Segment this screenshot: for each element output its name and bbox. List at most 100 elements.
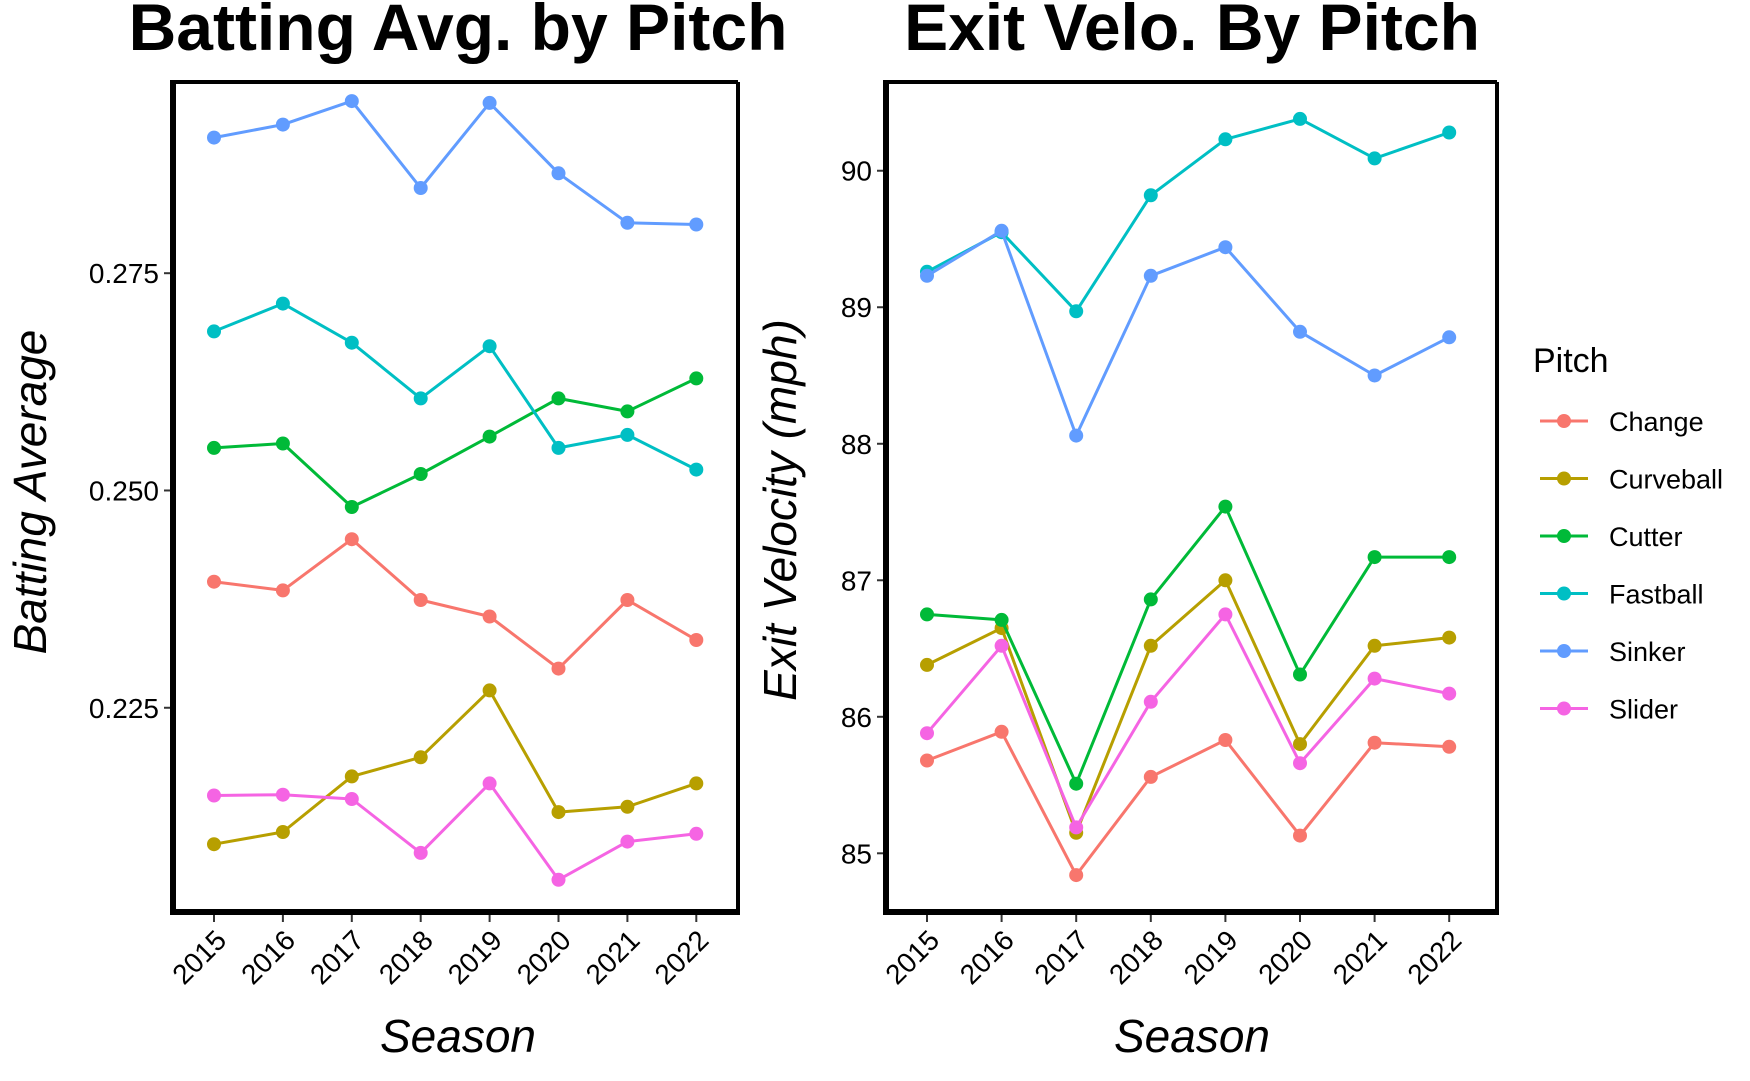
- legend-label: Curveball: [1609, 465, 1723, 495]
- batting-average-point-slider: [620, 834, 635, 849]
- exit-velocity-point-slider: [1143, 694, 1158, 709]
- exit-velocity-point-cutter: [1367, 550, 1382, 565]
- exit-velocity-point-sinker: [1143, 268, 1158, 283]
- batting-average-x-tick-label: 2020: [511, 924, 577, 990]
- exit-velocity-point-change: [1218, 733, 1233, 747]
- batting-average-point-curveball: [413, 750, 428, 765]
- batting-average-y-axis-title: Batting Average: [4, 330, 56, 655]
- exit-velocity-point-cutter: [1069, 776, 1084, 791]
- batting-average-x-axis-title: Season: [380, 1010, 536, 1062]
- exit-velocity-point-sinker: [1293, 324, 1307, 339]
- batting-average-line-sinker: [213, 99, 697, 226]
- batting-average-series-sinker: [207, 94, 704, 232]
- exit-velocity-line-cutter: [926, 505, 1450, 786]
- exit-velocity-line-slider: [925, 612, 1450, 829]
- legend-key-point: [1557, 586, 1571, 601]
- batting-average-point-fastball: [344, 335, 359, 350]
- exit-velocity-y-tick-label: 85: [841, 838, 872, 869]
- batting-average-point-sinker: [344, 94, 359, 109]
- exit-velocity-x-tick-label: 2018: [1103, 924, 1169, 990]
- exit-velocity-chart-title: Exit Velo. By Pitch: [904, 0, 1480, 64]
- batting-average-line-change: [213, 537, 698, 671]
- exit-velocity-x-tick-label: 2020: [1252, 924, 1318, 990]
- legend-items: Change Curveball Cutter Fastball Sinker Slide…: [1540, 407, 1723, 725]
- exit-velocity-point-sinker: [1442, 330, 1457, 345]
- batting-average-point-cutter: [620, 404, 635, 419]
- batting-average-line-slider: [213, 781, 697, 882]
- batting-average-point-curveball: [551, 805, 566, 820]
- batting-average-point-cutter: [482, 429, 497, 444]
- batting-average-x-tick-label: 2016: [235, 924, 301, 990]
- exit-velocity-point-curveball: [1218, 573, 1233, 588]
- batting-average-series-cutter: [207, 371, 704, 514]
- legend-key-point: [1557, 471, 1571, 486]
- exit-velocity-x-tick-label: 2016: [954, 924, 1020, 990]
- exit-velocity-point-cutter: [994, 612, 1009, 627]
- legend-item-sinker: Sinker: [1540, 637, 1686, 667]
- batting-average-series-slider: [207, 776, 704, 887]
- exit-velocity-point-slider: [1218, 607, 1233, 622]
- batting-average-point-sinker: [689, 217, 704, 232]
- exit-velocity-x-tick-label: 2017: [1028, 924, 1094, 990]
- exit-velocity-point-change: [1143, 769, 1158, 784]
- batting-average-x-tick-label: 2015: [166, 924, 232, 990]
- exit-velocity-x-tick-label: 2015: [879, 924, 945, 990]
- exit-velocity-line-change: [926, 730, 1450, 877]
- batting-average-point-curveball: [482, 683, 497, 698]
- batting-average-line-cutter: [213, 377, 697, 509]
- batting-average-point-curveball: [620, 799, 635, 814]
- batting-average-point-cutter: [413, 467, 428, 481]
- batting-average-y-tick-label: 0.250: [89, 475, 159, 506]
- exit-velocity-point-slider: [1069, 820, 1084, 835]
- batting-average-point-fastball: [275, 296, 290, 311]
- exit-velocity-point-curveball: [1293, 737, 1307, 752]
- exit-velocity-point-cutter: [1293, 667, 1307, 682]
- batting-average-series-fastball: [207, 296, 704, 477]
- batting-average-point-change: [689, 633, 704, 647]
- exit-velocity-point-curveball: [1143, 638, 1158, 653]
- batting-average-point-cutter: [207, 440, 221, 455]
- exit-velocity-x-tick-label: 2022: [1401, 924, 1467, 990]
- batting-average-x-tick-label: 2022: [649, 924, 715, 990]
- batting-average-x-tick-label: 2018: [373, 924, 439, 990]
- exit-velocity-series: [920, 111, 1457, 883]
- exit-velocity-point-slider: [920, 726, 934, 741]
- exit-velocity-point-fastball: [1069, 304, 1084, 319]
- exit-velocity-series-slider: [920, 607, 1457, 835]
- exit-velocity-chart: Exit Velo. By Pitch Exit Velocity (mph) …: [754, 0, 1499, 1062]
- batting-average-point-fastball: [482, 339, 497, 354]
- exit-velocity-point-slider: [1293, 756, 1307, 771]
- exit-velocity-y-tick-label: 90: [841, 156, 872, 187]
- batting-average-point-change: [413, 593, 428, 607]
- batting-average-point-slider: [689, 826, 704, 841]
- batting-average-point-slider: [551, 872, 566, 887]
- exit-velocity-series-fastball: [920, 111, 1457, 319]
- batting-average-point-sinker: [551, 166, 566, 181]
- batting-average-point-curveball: [344, 769, 359, 784]
- exit-velocity-point-slider: [1367, 671, 1382, 686]
- legend-key-point: [1557, 701, 1571, 716]
- exit-velocity-point-change: [1442, 739, 1457, 754]
- batting-average-point-sinker: [207, 130, 221, 145]
- legend-key-point: [1557, 414, 1571, 428]
- batting-average-series-change: [207, 532, 704, 676]
- batting-average-point-change: [207, 574, 221, 589]
- exit-velocity-y-axis-title: Exit Velocity (mph): [754, 319, 806, 701]
- batting-average-point-slider: [482, 776, 497, 791]
- batting-average-x-tick-label: 2017: [304, 924, 370, 990]
- batting-average-series-curveball: [207, 683, 704, 852]
- batting-average-y-tick-label: 0.275: [89, 258, 159, 289]
- exit-velocity-point-sinker: [1367, 368, 1382, 383]
- exit-velocity-y-tick-label: 86: [841, 702, 872, 733]
- exit-velocity-point-slider: [994, 638, 1009, 653]
- batting-average-point-slider: [413, 845, 428, 860]
- exit-velocity-line-sinker: [926, 229, 1450, 438]
- exit-velocity-point-fastball: [1442, 125, 1457, 140]
- exit-velocity-x-tick-label: 2019: [1178, 924, 1244, 990]
- exit-velocity-y-tick-label: 89: [841, 292, 872, 323]
- legend-label: Cutter: [1609, 522, 1683, 552]
- batting-average-point-change: [620, 593, 635, 607]
- batting-average-point-curveball: [207, 837, 221, 852]
- batting-average-point-cutter: [689, 371, 704, 386]
- legend-item-cutter: Cutter: [1540, 522, 1683, 552]
